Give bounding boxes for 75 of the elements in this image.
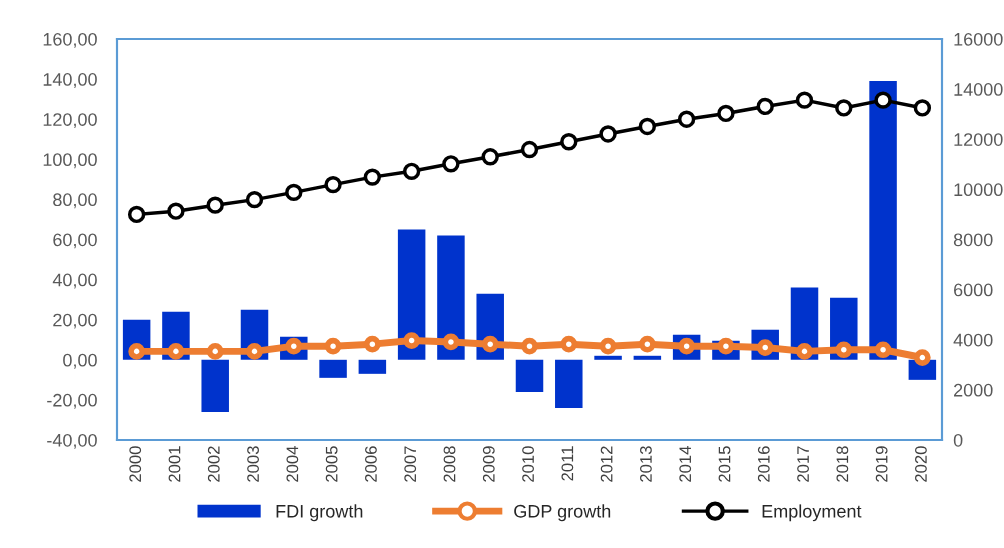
x-tick-label: 2004 [286, 446, 299, 482]
x-tick-label: 2000 [129, 446, 142, 482]
y2-tick-label: 16000 [954, 32, 1003, 46]
point [167, 202, 185, 220]
y-tick-label: 120,00 [43, 113, 97, 129]
point [638, 117, 657, 136]
x-tick-label: 2007 [404, 446, 417, 482]
x-tick-label: 2003 [247, 446, 259, 482]
point [717, 104, 735, 123]
point [324, 175, 342, 194]
x-tick-label: 2010 [522, 446, 534, 482]
point [363, 168, 382, 186]
y2-tick-label: 8000 [953, 233, 993, 247]
y2-tick-label: 12000 [954, 133, 1003, 146]
point [245, 190, 264, 209]
point [127, 205, 146, 224]
y-tick-label: 20,00 [53, 313, 97, 329]
legend-label: Employment [762, 504, 862, 522]
x-tick-label: 2001 [168, 446, 181, 482]
y2-tick-label: 0 [953, 433, 963, 447]
bar [594, 355, 622, 360]
bar [201, 359, 229, 412]
point [285, 183, 303, 202]
point [677, 110, 696, 128]
x-tick-label: 2005 [325, 446, 338, 482]
y-tick-label: -40,00 [47, 433, 97, 449]
y2-tick-label: 6000 [954, 283, 993, 297]
bar [437, 235, 465, 360]
bar [515, 359, 544, 392]
x-tick-label: 2013 [640, 446, 652, 482]
y-tick-label: 140,00 [43, 73, 97, 88]
y-tick-label: 60,00 [53, 233, 97, 249]
point [795, 91, 814, 109]
point [874, 91, 892, 109]
point [913, 99, 932, 117]
y2-tick-label: 4000 [953, 333, 993, 347]
x-tick-label: 2015 [718, 446, 731, 482]
x-tick-label: 2019 [875, 446, 888, 482]
point [481, 148, 499, 166]
x-tick-label: 2016 [757, 446, 770, 482]
point [599, 125, 617, 143]
x-tick-label: 2017 [797, 446, 809, 482]
x-tick-label: 2012 [600, 446, 613, 482]
point [402, 162, 421, 181]
bar [869, 81, 897, 360]
x-tick-label: 2006 [365, 446, 377, 482]
x-tick-label: 2018 [836, 446, 849, 482]
x-tick-label: 2009 [482, 446, 495, 482]
bar [358, 359, 387, 374]
y-tick-label: 0,00 [63, 353, 97, 369]
y2-tick-label: 14000 [954, 83, 1003, 96]
y-tick-label: -20,00 [47, 393, 97, 409]
x-tick-label: 2002 [207, 446, 220, 482]
bar [319, 359, 347, 378]
y2-tick-label: 2000 [954, 383, 993, 397]
x-tick-label: 2020 [915, 446, 927, 482]
y-tick-label: 160,00 [43, 32, 97, 48]
point [520, 140, 539, 159]
legend-label: GDP growth [514, 504, 611, 522]
point [560, 133, 578, 151]
point [835, 99, 853, 117]
y-tick-label: 40,00 [52, 273, 97, 289]
x-tick-label: 2008 [443, 446, 456, 482]
x-tick-label: 2011 [561, 446, 574, 481]
y-tick-label: 100,00 [43, 153, 97, 169]
point [206, 196, 224, 214]
y-tick-label: 80,00 [53, 193, 97, 209]
point [442, 155, 460, 173]
bar [397, 229, 426, 360]
x-tick-label: 2014 [679, 446, 692, 482]
legend-label: FDI growth [276, 504, 363, 522]
bar [555, 359, 583, 408]
point [756, 97, 774, 116]
bar [633, 355, 662, 360]
y2-tick-label: 10000 [954, 183, 1003, 197]
